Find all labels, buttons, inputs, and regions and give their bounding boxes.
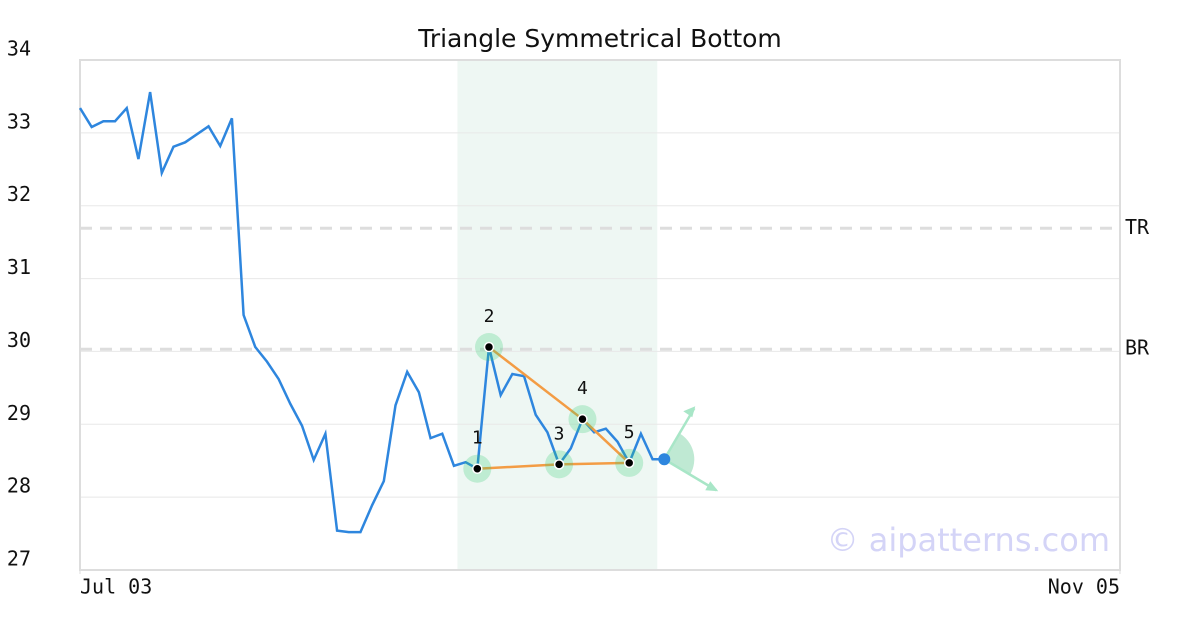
y-tick-label: 31	[7, 255, 31, 279]
y-tick-label: 34	[7, 37, 31, 61]
pattern-point	[483, 341, 495, 353]
pattern-point	[553, 459, 565, 470]
plot-frame	[79, 59, 1121, 571]
price-line	[78, 91, 665, 534]
pattern-label: 5	[624, 422, 635, 443]
pattern-label: 4	[577, 378, 588, 399]
projection-wedge	[664, 433, 695, 475]
pattern-point	[472, 463, 483, 474]
projection-arrow	[663, 458, 717, 492]
y-tick-label: 28	[7, 474, 31, 498]
arrow-head	[705, 481, 719, 492]
projection-arrow	[663, 407, 696, 460]
level-label: TR	[1125, 215, 1150, 239]
x-tick-label: Nov 05	[1048, 575, 1120, 599]
x-tick-label: Jul 03	[80, 575, 152, 599]
pattern-point	[577, 413, 588, 425]
arrow-head	[683, 406, 696, 418]
pattern-label: 2	[484, 306, 495, 327]
pattern-line	[559, 461, 630, 466]
pattern-label: 1	[472, 428, 483, 449]
y-tick-label: 27	[7, 547, 31, 571]
pattern-point	[623, 457, 635, 469]
last-point	[658, 453, 671, 466]
pattern-line	[488, 346, 584, 421]
y-tick-label: 32	[7, 182, 31, 206]
pattern-line	[477, 463, 560, 470]
y-tick-label: 30	[7, 328, 31, 352]
highlight-band	[457, 60, 658, 570]
y-tick-label: 29	[7, 401, 31, 425]
level-label: BR	[1125, 336, 1150, 360]
y-tick-label: 33	[7, 109, 31, 133]
chart-title: Triangle Symmetrical Bottom	[417, 24, 782, 53]
pattern-line	[581, 418, 631, 464]
watermark: © aipatterns.com	[827, 521, 1110, 559]
pattern-label: 3	[554, 423, 565, 444]
